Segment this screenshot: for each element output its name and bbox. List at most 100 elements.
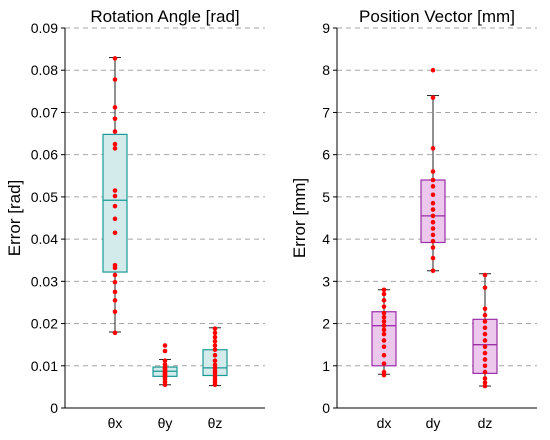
data-point xyxy=(381,331,387,337)
rotation-y-tick-label: 0.08 xyxy=(31,62,58,78)
position-y-tick-label: 3 xyxy=(322,273,330,289)
data-point xyxy=(212,326,218,331)
position-y-tick-label: 1 xyxy=(322,358,330,374)
data-point xyxy=(482,331,488,337)
data-point xyxy=(112,116,118,122)
data-point xyxy=(430,67,436,73)
rotation-y-tick-label: 0.01 xyxy=(31,358,58,374)
data-point xyxy=(482,363,488,369)
rotation-x-tick-label-y: θy xyxy=(158,415,173,431)
data-point xyxy=(112,272,118,278)
data-point xyxy=(212,362,218,368)
data-point xyxy=(212,338,218,344)
rotation-x-tick-label-x: θx xyxy=(108,415,123,431)
data-point xyxy=(162,362,168,367)
data-point xyxy=(112,309,118,315)
data-point xyxy=(381,310,387,316)
data-point xyxy=(112,141,118,147)
data-point xyxy=(381,298,387,303)
data-point xyxy=(430,226,436,231)
data-point xyxy=(212,330,218,336)
data-point xyxy=(112,330,118,336)
data-point xyxy=(381,361,387,366)
data-point xyxy=(112,279,118,285)
data-point xyxy=(112,230,118,236)
data-point xyxy=(482,383,488,389)
data-point xyxy=(482,338,488,343)
data-point xyxy=(430,184,436,189)
position-y-tick-label: 2 xyxy=(322,316,330,332)
data-point xyxy=(112,105,118,110)
data-point xyxy=(381,327,387,333)
data-point xyxy=(212,334,218,340)
rotation-x-tick-label-z: θz xyxy=(208,415,223,431)
data-point xyxy=(430,200,436,206)
data-point xyxy=(212,347,218,353)
rotation-angle-panel: Rotation Angle [rad] Error [rad] 0 0.01 0.… xyxy=(5,7,265,431)
position-x-tick-label-dz: dz xyxy=(478,415,493,431)
data-point xyxy=(112,262,118,268)
rotation-box-2 xyxy=(152,343,178,388)
data-point xyxy=(112,289,118,295)
position-y-tick-label: 8 xyxy=(322,62,330,78)
data-point xyxy=(381,352,387,358)
data-point xyxy=(482,272,488,278)
data-point xyxy=(381,369,387,375)
data-point xyxy=(381,323,387,328)
rotation-box-3 xyxy=(202,326,228,388)
data-point xyxy=(162,348,168,354)
iqr-box xyxy=(102,133,128,273)
data-point xyxy=(212,343,218,348)
data-point xyxy=(482,325,488,331)
data-point xyxy=(482,312,488,318)
data-point xyxy=(482,306,488,312)
data-point xyxy=(430,268,436,274)
rotation-y-tick-label: 0.06 xyxy=(31,147,58,163)
data-point xyxy=(381,319,387,324)
position-box-1 xyxy=(371,287,397,378)
rotation-y-tick-label: 0.07 xyxy=(31,104,58,120)
data-point xyxy=(112,203,118,209)
rotation-y-tick-label: 0.04 xyxy=(31,231,58,247)
position-vector-panel: Position Vector [mm] Error [mm] 0 1 2 3 4 5 6 7… xyxy=(290,7,537,431)
position-vector-y-axis-label: Error [mm] xyxy=(290,178,309,258)
data-point xyxy=(112,77,118,82)
data-point xyxy=(430,245,436,250)
position-y-tick-label: 7 xyxy=(322,104,330,120)
data-point xyxy=(430,169,436,174)
data-point xyxy=(430,232,436,238)
position-vector-title: Position Vector [mm] xyxy=(359,7,515,26)
position-x-tick-label-dy: dy xyxy=(426,415,441,431)
position-y-tick-label: 5 xyxy=(322,189,330,205)
data-point xyxy=(381,287,387,293)
data-point xyxy=(381,314,387,320)
data-point xyxy=(162,358,168,364)
position-y-tick-label: 4 xyxy=(322,231,330,247)
data-point xyxy=(112,193,118,199)
data-point xyxy=(430,255,436,261)
rotation-y-tick-label: 0.02 xyxy=(31,316,58,332)
data-point xyxy=(430,213,436,219)
data-point xyxy=(112,188,118,193)
data-point xyxy=(381,304,387,309)
position-y-tick-label: 6 xyxy=(322,147,330,163)
data-point xyxy=(430,192,436,198)
data-point xyxy=(430,146,436,151)
data-point xyxy=(112,56,118,61)
data-point xyxy=(381,338,387,343)
data-point xyxy=(430,95,436,100)
data-point xyxy=(112,129,118,134)
rotation-box-1 xyxy=(102,56,128,336)
data-point xyxy=(482,380,488,385)
data-point xyxy=(112,146,118,151)
rotation-y-tick-label: 0.09 xyxy=(31,20,58,36)
data-point xyxy=(162,343,168,348)
data-point xyxy=(482,319,488,324)
rotation-angle-y-axis-label: Error [rad] xyxy=(5,180,24,257)
data-point xyxy=(430,207,436,212)
data-point xyxy=(482,350,488,356)
rotation-y-tick-label: 0 xyxy=(50,400,58,416)
data-point xyxy=(381,291,387,297)
data-point xyxy=(430,238,436,244)
data-point xyxy=(430,219,436,225)
